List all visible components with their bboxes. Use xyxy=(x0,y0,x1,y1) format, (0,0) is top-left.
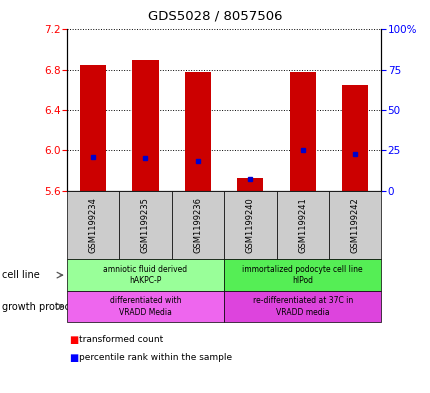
Text: ■: ■ xyxy=(69,353,78,363)
Bar xyxy=(289,72,315,191)
Text: GSM1199241: GSM1199241 xyxy=(298,197,307,253)
Bar xyxy=(184,72,211,191)
Text: GSM1199234: GSM1199234 xyxy=(88,197,97,253)
Text: percentile rank within the sample: percentile rank within the sample xyxy=(79,353,231,362)
Bar xyxy=(341,85,368,191)
Bar xyxy=(237,178,263,191)
Text: GSM1199240: GSM1199240 xyxy=(245,197,254,253)
Bar xyxy=(132,60,158,191)
Text: growth protocol: growth protocol xyxy=(2,301,79,312)
Text: ■: ■ xyxy=(69,335,78,345)
Text: GDS5028 / 8057506: GDS5028 / 8057506 xyxy=(148,10,282,23)
Text: transformed count: transformed count xyxy=(79,336,163,344)
Text: GSM1199235: GSM1199235 xyxy=(141,197,150,253)
Text: re-differentiated at 37C in
VRADD media: re-differentiated at 37C in VRADD media xyxy=(252,296,352,317)
Bar xyxy=(80,65,106,191)
Text: GSM1199236: GSM1199236 xyxy=(193,197,202,253)
Text: differentiated with
VRADD Media: differentiated with VRADD Media xyxy=(110,296,181,317)
Text: amniotic fluid derived
hAKPC-P: amniotic fluid derived hAKPC-P xyxy=(103,265,187,285)
Text: immortalized podocyte cell line
hIPod: immortalized podocyte cell line hIPod xyxy=(242,265,362,285)
Text: cell line: cell line xyxy=(2,270,40,280)
Text: GSM1199242: GSM1199242 xyxy=(350,197,359,253)
